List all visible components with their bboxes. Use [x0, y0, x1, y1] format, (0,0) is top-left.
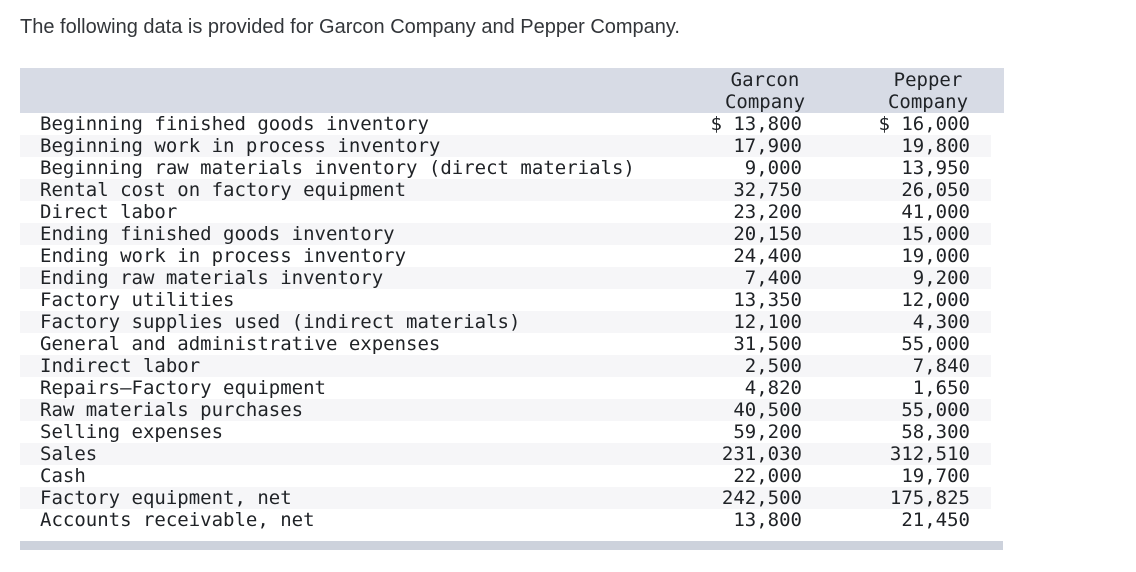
table-row: Beginning work in process inventory 17,90…: [20, 135, 991, 157]
table-row: Beginning finished goods inventory $ 13,8…: [20, 113, 991, 135]
table-row: Rental cost on factory equipment 32,750 26…: [20, 179, 991, 201]
pepper-value: 12,000: [901, 289, 970, 311]
row-label: Ending work in process inventory: [40, 245, 407, 267]
garcon-value: 17,900: [733, 135, 802, 157]
garcon-value: 22,000: [733, 465, 802, 487]
pepper-value: 26,050: [901, 179, 970, 201]
pepper-value: 19,000: [901, 245, 970, 267]
pepper-value: 21,450: [901, 509, 970, 531]
garcon-value: 59,200: [733, 421, 802, 443]
row-label: General and administrative expenses: [40, 333, 441, 355]
row-label: Beginning finished goods inventory: [40, 113, 429, 135]
pepper-value: 41,000: [901, 201, 970, 223]
table-row: Selling expenses 59,200 58,300: [20, 421, 991, 443]
table-row: Ending raw materials inventory 7,400 9,200: [20, 267, 991, 289]
garcon-value: 4,820: [744, 377, 802, 399]
row-label: Repairs—Factory equipment: [40, 377, 326, 399]
row-label: Raw materials purchases: [40, 399, 304, 421]
bottom-bar: [20, 541, 1003, 550]
row-label: Factory equipment, net: [40, 487, 292, 509]
garcon-value: 24,400: [733, 245, 802, 267]
table-row: Factory utilities 13,350 12,000: [20, 289, 991, 311]
table-body: Beginning finished goods inventory $ 13,8…: [20, 113, 991, 531]
pepper-header-line1: Pepper: [893, 68, 963, 91]
garcon-value: 12,100: [733, 311, 802, 333]
garcon-value: 13,350: [733, 289, 802, 311]
pepper-value: $ 16,000: [878, 113, 970, 135]
row-label: Cash: [40, 465, 86, 487]
garcon-header-line2: Company: [724, 90, 806, 113]
table-row: Direct labor 23,200 41,000: [20, 201, 991, 223]
garcon-value: 7,400: [744, 267, 802, 289]
pepper-value: 13,950: [901, 157, 970, 179]
row-label: Ending finished goods inventory: [40, 223, 395, 245]
pepper-value: 55,000: [901, 333, 970, 355]
row-label: Ending raw materials inventory: [40, 267, 384, 289]
table-row: Accounts receivable, net 13,800 21,450: [20, 509, 991, 531]
pepper-value: 15,000: [901, 223, 970, 245]
garcon-header-line1: Garcon: [730, 68, 800, 91]
row-label: Sales: [40, 443, 98, 465]
row-label: Accounts receivable, net: [40, 509, 315, 531]
row-label: Direct labor: [40, 201, 178, 223]
pepper-value: 175,825: [889, 487, 970, 509]
pepper-header-line2: Company: [887, 90, 969, 113]
garcon-value: 231,030: [721, 443, 802, 465]
row-label: Rental cost on factory equipment: [40, 179, 407, 201]
row-label: Beginning raw materials inventory (direc…: [40, 157, 635, 179]
garcon-value: $ 13,800: [710, 113, 802, 135]
table-row: Ending finished goods inventory 20,150 15,…: [20, 223, 991, 245]
table-row: Beginning raw materials inventory (direc…: [20, 157, 991, 179]
pepper-value: 58,300: [901, 421, 970, 443]
table-row: Factory equipment, net 242,500 175,825: [20, 487, 991, 509]
garcon-value: 40,500: [733, 399, 802, 421]
pepper-value: 312,510: [889, 443, 970, 465]
table-header: Garcon Company Pepper Company: [20, 68, 1004, 113]
row-label: Selling expenses: [40, 421, 224, 443]
row-label: Factory utilities: [40, 289, 235, 311]
company-data-table: Garcon Company Pepper Company Beginning …: [20, 68, 1004, 531]
pepper-value: 19,700: [901, 465, 970, 487]
garcon-value: 31,500: [733, 333, 802, 355]
pepper-value: 19,800: [901, 135, 970, 157]
row-label: Indirect labor: [40, 355, 201, 377]
pepper-value: 1,650: [912, 377, 970, 399]
table-row: Ending work in process inventory 24,400 19…: [20, 245, 991, 267]
table-row: Raw materials purchases 40,500 55,000: [20, 399, 991, 421]
table-row: General and administrative expenses 31,50…: [20, 333, 991, 355]
pepper-value: 55,000: [901, 399, 970, 421]
garcon-value: 20,150: [733, 223, 802, 245]
garcon-company-header: Garcon Company: [695, 69, 835, 113]
pepper-value: 4,300: [912, 311, 970, 333]
row-label: Beginning work in process inventory: [40, 135, 441, 157]
row-label: Factory supplies used (indirect material…: [40, 311, 521, 333]
table-row: Sales 231,030 312,510: [20, 443, 991, 465]
pepper-value: 9,200: [912, 267, 970, 289]
garcon-value: 9,000: [744, 157, 802, 179]
pepper-value: 7,840: [912, 355, 970, 377]
table-row: Indirect labor 2,500 7,840: [20, 355, 991, 377]
pepper-company-header: Pepper Company: [858, 69, 998, 113]
table-row: Repairs—Factory equipment 4,820 1,650: [20, 377, 991, 399]
table-row: Factory supplies used (indirect material…: [20, 311, 991, 333]
garcon-value: 2,500: [744, 355, 802, 377]
table-row: Cash 22,000 19,700: [20, 465, 991, 487]
garcon-value: 13,800: [733, 509, 802, 531]
garcon-value: 32,750: [733, 179, 802, 201]
garcon-value: 242,500: [721, 487, 802, 509]
page-title: The following data is provided for Garco…: [20, 16, 680, 38]
garcon-value: 23,200: [733, 201, 802, 223]
